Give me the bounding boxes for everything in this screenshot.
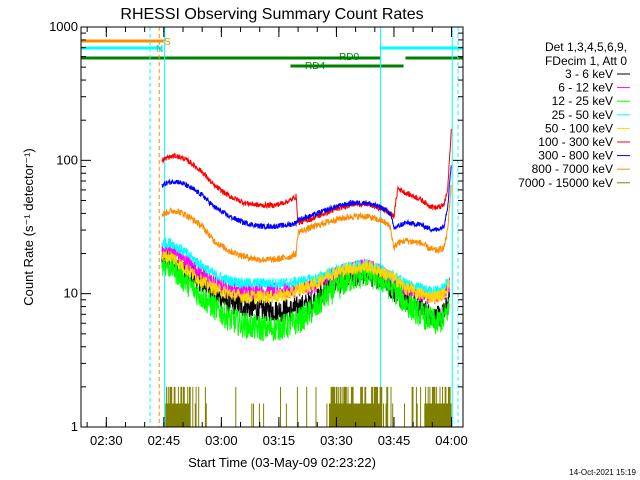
x-axis: 02:30 02:45 03:00 03:15 03:30 03:45 04:00 bbox=[86, 27, 468, 448]
series-path-7 bbox=[161, 184, 452, 264]
plot-frame bbox=[80, 26, 464, 428]
series-path-4 bbox=[161, 250, 450, 304]
y-tick-label: 1000 bbox=[49, 19, 78, 34]
series-2 bbox=[161, 253, 450, 342]
legend: Det 1,3,4,5,6,9, FDecim 1, Att 0 3 - 6 k… bbox=[518, 40, 630, 190]
plot-area bbox=[80, 27, 463, 427]
series-7 bbox=[161, 184, 452, 264]
annotation-rd0: RD0 bbox=[339, 52, 359, 63]
legend-label: 7000 - 15000 keV bbox=[518, 176, 613, 190]
x-tick-label: 02:30 bbox=[90, 433, 123, 448]
x-tick-label: 03:30 bbox=[320, 433, 353, 448]
series-path-2 bbox=[161, 253, 450, 342]
x-tick-label: 03:15 bbox=[263, 433, 296, 448]
legend-label: 25 - 50 keV bbox=[552, 108, 613, 122]
legend-header-2: FDecim 1, Att 0 bbox=[545, 54, 627, 68]
legend-label: 300 - 800 keV bbox=[538, 149, 613, 163]
y-axis-label: Count Rate (s⁻¹ detector⁻¹) bbox=[21, 148, 36, 306]
series-8 bbox=[165, 386, 452, 427]
x-tick-label: 04:00 bbox=[435, 433, 468, 448]
annotation-s: S bbox=[164, 37, 171, 48]
x-tick-label: 03:00 bbox=[205, 433, 238, 448]
legend-label: 3 - 6 keV bbox=[565, 67, 613, 81]
legend-label: 800 - 7000 keV bbox=[532, 162, 613, 176]
y-axis: 1 10 100 1000 bbox=[49, 19, 463, 434]
series-path-5 bbox=[161, 128, 452, 226]
x-tick-label: 03:45 bbox=[378, 433, 411, 448]
annotations: S N RD0 RD4 bbox=[156, 37, 359, 72]
x-axis-label: Start Time (03-May-09 02:23:22) bbox=[188, 455, 376, 470]
y-tick-label: 1 bbox=[71, 419, 78, 434]
series-5 bbox=[161, 128, 452, 226]
footer-date: 14-Oct-2021 15:19 bbox=[569, 468, 636, 477]
series-path-8 bbox=[165, 386, 452, 427]
legend-label: 6 - 12 keV bbox=[558, 81, 613, 95]
y-tick-label: 10 bbox=[64, 286, 78, 301]
series-4 bbox=[161, 250, 450, 304]
legend-label: 50 - 100 keV bbox=[545, 121, 613, 135]
legend-label: 12 - 25 keV bbox=[552, 94, 613, 108]
series-path-6 bbox=[161, 165, 452, 234]
legend-label: 100 - 300 keV bbox=[538, 135, 613, 149]
chart-title: RHESSI Observing Summary Count Rates bbox=[120, 6, 423, 23]
x-tick-label: 02:45 bbox=[148, 433, 181, 448]
series-6 bbox=[161, 165, 452, 234]
y-tick-label: 100 bbox=[56, 152, 78, 167]
annotation-rd4: RD4 bbox=[305, 61, 325, 72]
annotation-n: N bbox=[156, 44, 163, 55]
legend-header-1: Det 1,3,4,5,6,9, bbox=[545, 40, 627, 54]
